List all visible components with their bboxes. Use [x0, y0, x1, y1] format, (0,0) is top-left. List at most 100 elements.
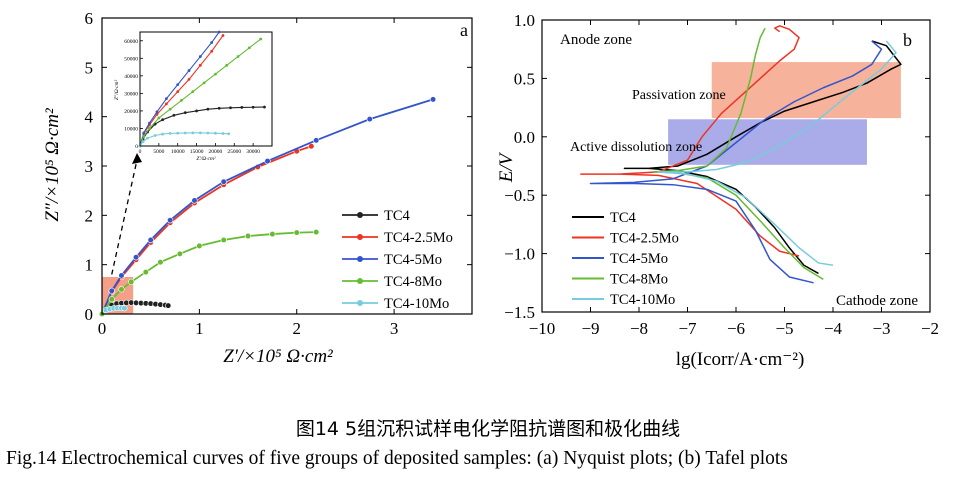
inset-series-tc4-10mo [138, 131, 231, 148]
inset-ytick-label: 30000 [124, 91, 138, 97]
inset-xlabel: Z′/Ω·cm² [196, 156, 216, 162]
b-line-tc4-5mo [589, 40, 883, 284]
a-point-tc4-5mo [220, 178, 227, 185]
inset-point-tc4-2.5mo [221, 34, 225, 37]
b-legend-item-tc4-10mo: TC4-10Mo [572, 292, 675, 308]
inset-xtick-label: 5000 [153, 149, 164, 155]
b-line-tc4-10mo [657, 40, 897, 267]
a-point-tc4-5mo [366, 116, 373, 123]
b-legend-item-tc4-8mo: TC4-8Mo [572, 272, 668, 288]
b-legend-label: TC4-5Mo [610, 251, 668, 267]
nyquist-panel: 0 1 2 3 0 1 2 3 4 5 6 0 5000 10000 15000 20000 25000 300… [42, 9, 473, 367]
inset-point-tc4-10mo [198, 131, 202, 135]
inset-point-tc4-5mo [176, 83, 180, 87]
a-point-tc4-2.5mo [308, 143, 315, 150]
a-point-tc4-8mo [128, 278, 135, 286]
inset-series-tc4-2.5mo [138, 34, 225, 148]
b-legend-item-tc4-5mo: TC4-5Mo [572, 251, 668, 267]
a-point-tc4-8mo [118, 286, 125, 293]
inset-point-tc4-5mo [155, 110, 159, 114]
a-legend-label: TC4-10Mo [384, 296, 449, 312]
a-xtick-label: 3 [390, 319, 399, 338]
b-legend-label: TC4-2.5Mo [610, 231, 679, 247]
inset-ytick-label: 20000 [124, 109, 138, 115]
inset-point-tc4-10mo [146, 136, 149, 140]
inset-point-tc4 [217, 106, 221, 110]
a-series-group [98, 96, 437, 318]
b-xtick-label: −10 [529, 319, 556, 338]
inset-frame [139, 31, 273, 147]
inset-point-tc4-10mo [153, 134, 157, 137]
b-line-tc4 [623, 40, 902, 275]
inset-point-tc4 [172, 113, 176, 117]
b-zone-passivation-zone [711, 62, 901, 119]
a-zoom-arrowhead [132, 153, 142, 164]
inset-point-tc4-8mo [191, 90, 195, 94]
a-ytick-label: 6 [85, 9, 94, 28]
a-legend-marker [357, 212, 363, 218]
a-legend-label: TC4 [384, 208, 411, 224]
b-legend-item-tc4: TC4 [572, 210, 637, 226]
inset-point-tc4-8mo [148, 127, 151, 130]
tafel-panel: −10 −9 −8 −7 −6 −5 −4 −3 −2 −1.5 −1.0 −0.5 0.0 0.5 1.0… [496, 11, 939, 370]
a-point-tc4-8mo [196, 242, 203, 250]
a-xtick-label: 0 [98, 319, 107, 338]
a-point-tc4-5mo [167, 217, 174, 224]
b-legend-label: TC4 [610, 210, 637, 226]
a-series-tc4-8mo [98, 229, 320, 318]
inset-ytick-label: 10000 [124, 126, 138, 132]
inset-point-tc4-10mo [227, 132, 231, 136]
inset-point-tc4-8mo [259, 37, 263, 41]
a-legend-marker [357, 234, 363, 240]
inset-point-tc4-8mo [236, 55, 240, 58]
inset-point-tc4 [195, 109, 198, 113]
a-point-tc4-8mo [108, 296, 115, 303]
b-xtick-label: −9 [581, 319, 599, 338]
a-legend-label: TC4-5Mo [384, 252, 442, 268]
a-ytick-label: 0 [85, 305, 94, 324]
a-zoom-arrow [111, 159, 138, 275]
inset-line-tc4-2.5mo [139, 35, 224, 147]
a-ytick-label: 2 [85, 206, 94, 225]
inset-point-tc4-8mo [247, 46, 251, 50]
a-point-tc4-5mo [191, 197, 198, 204]
b-xtick-label: −6 [727, 319, 745, 338]
inset-point-tc4-10mo [161, 132, 165, 136]
b-annotation-active-dissolution-zone: Active dissolution zone [570, 140, 702, 155]
a-point-tc4-8mo [176, 250, 183, 257]
inset-point-tc4-8mo [180, 99, 183, 102]
a-point-tc4-5mo [108, 287, 115, 294]
b-xtick-label: −2 [921, 319, 939, 338]
inset-point-tc4-10mo [176, 131, 180, 135]
a-legend-item-tc4: TC4 [342, 208, 411, 224]
a-legend-marker [357, 300, 363, 306]
inset-point-tc4 [183, 111, 187, 115]
inset-point-tc4-5mo [187, 69, 191, 72]
a-line-tc4-2.5mo [101, 145, 312, 315]
a-y-axis-label: Z″/×10⁵ Ω·cm² [42, 108, 63, 222]
inset-line-tc4 [139, 106, 265, 147]
a-legend-label: TC4-8Mo [384, 274, 442, 290]
b-panel-label: b [903, 30, 912, 50]
b-ytick-label: −1.5 [504, 303, 535, 322]
b-ytick-label: −1.0 [504, 245, 535, 264]
b-xtick-label: −7 [678, 319, 697, 338]
a-axes: 0 1 2 3 0 1 2 3 4 5 6 [85, 9, 473, 338]
b-legend-item-tc4-2.5mo: TC4-2.5Mo [572, 231, 679, 247]
inset-point-tc4-2.5mo [210, 49, 214, 53]
inset-point-tc4-8mo [202, 81, 206, 85]
a-legend-item-tc4-2.5mo: TC4-2.5Mo [342, 230, 453, 246]
a-ytick-label: 5 [85, 58, 94, 77]
inset-line-tc4-5mo [139, 31, 220, 147]
a-legend-item-tc4-8mo: TC4-8Mo [342, 274, 442, 290]
inset-point-tc4-10mo [141, 140, 145, 144]
inset-xtick-label: 15000 [190, 149, 204, 155]
a-point-tc4-5mo [429, 96, 437, 103]
b-legend-label: TC4-10Mo [610, 292, 675, 308]
inset-xtick-label: 25000 [227, 149, 241, 155]
inset-point-tc4 [251, 105, 255, 109]
b-x-axis-label: lg(Icorr/A·cm⁻²) [676, 349, 805, 370]
b-zones [668, 62, 901, 165]
a-point-tc4-8mo [157, 259, 164, 266]
caption-chinese: 图14 5组沉积试样电化学阻抗谱图和极化曲线 [295, 418, 681, 440]
